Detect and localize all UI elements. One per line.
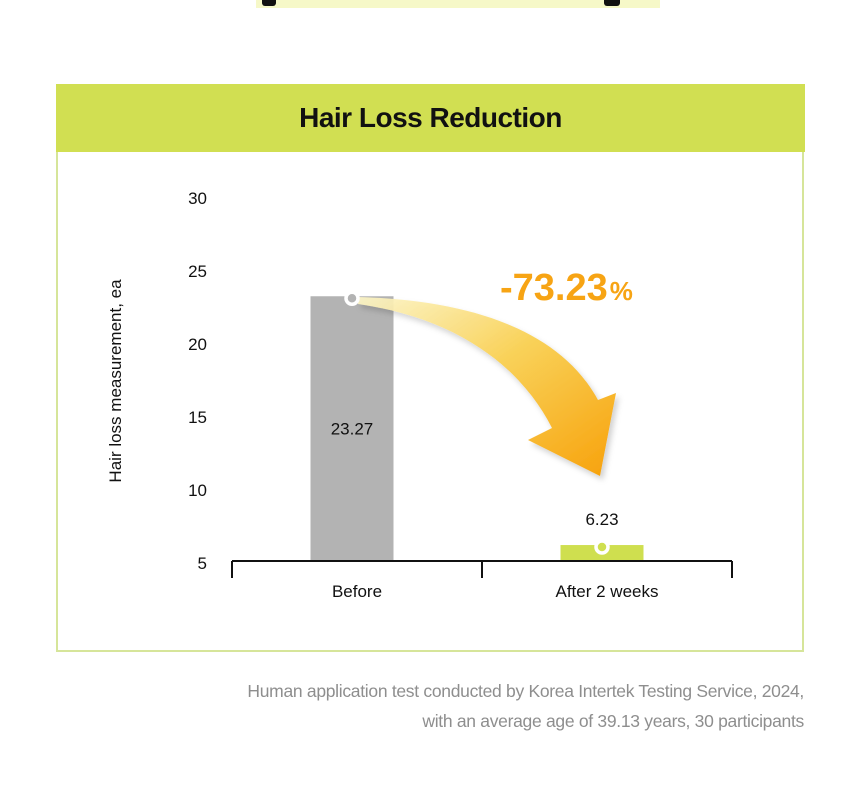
y-tick-label: 5	[198, 554, 207, 573]
reduction-annotation: -73.23%	[500, 267, 633, 309]
banner-text-fragment	[604, 0, 620, 6]
banner-text-fragment	[262, 0, 276, 6]
x-tick-label: Before	[332, 582, 382, 601]
x-axis: Before After 2 weeks	[231, 560, 733, 601]
y-axis: 5 10 15 20 25 30	[188, 189, 207, 573]
y-tick-label: 25	[188, 262, 207, 281]
top-banner-strip	[256, 0, 660, 8]
bar-value-label: 23.27	[331, 420, 374, 439]
y-tick-label: 30	[188, 189, 207, 208]
y-axis-label: Hair loss measurement, ea	[106, 279, 125, 483]
y-tick-label: 15	[188, 408, 207, 427]
x-tick-label: After 2 weeks	[556, 582, 659, 601]
bar-top-marker	[594, 539, 610, 555]
reduction-annotation-value: -73.23	[500, 267, 608, 309]
reduction-arrow	[358, 297, 616, 476]
footnote: Human application test conducted by Kore…	[104, 676, 804, 736]
y-tick-label: 10	[188, 481, 207, 500]
reduction-annotation-unit: %	[610, 276, 633, 306]
footnote-line-2: with an average age of 39.13 years, 30 p…	[422, 711, 804, 731]
chart-card-header: Hair Loss Reduction	[56, 84, 805, 152]
chart-card	[56, 84, 804, 652]
y-tick-label: 20	[188, 335, 207, 354]
bar-value-label: 6.23	[585, 510, 618, 529]
footnote-line-1: Human application test conducted by Kore…	[247, 681, 804, 701]
bar	[310, 296, 394, 561]
bar-top-marker	[344, 290, 360, 307]
bar-top-markers	[344, 290, 610, 555]
bars: 23.27 6.23	[310, 296, 644, 561]
chart-title: Hair Loss Reduction	[299, 102, 562, 133]
